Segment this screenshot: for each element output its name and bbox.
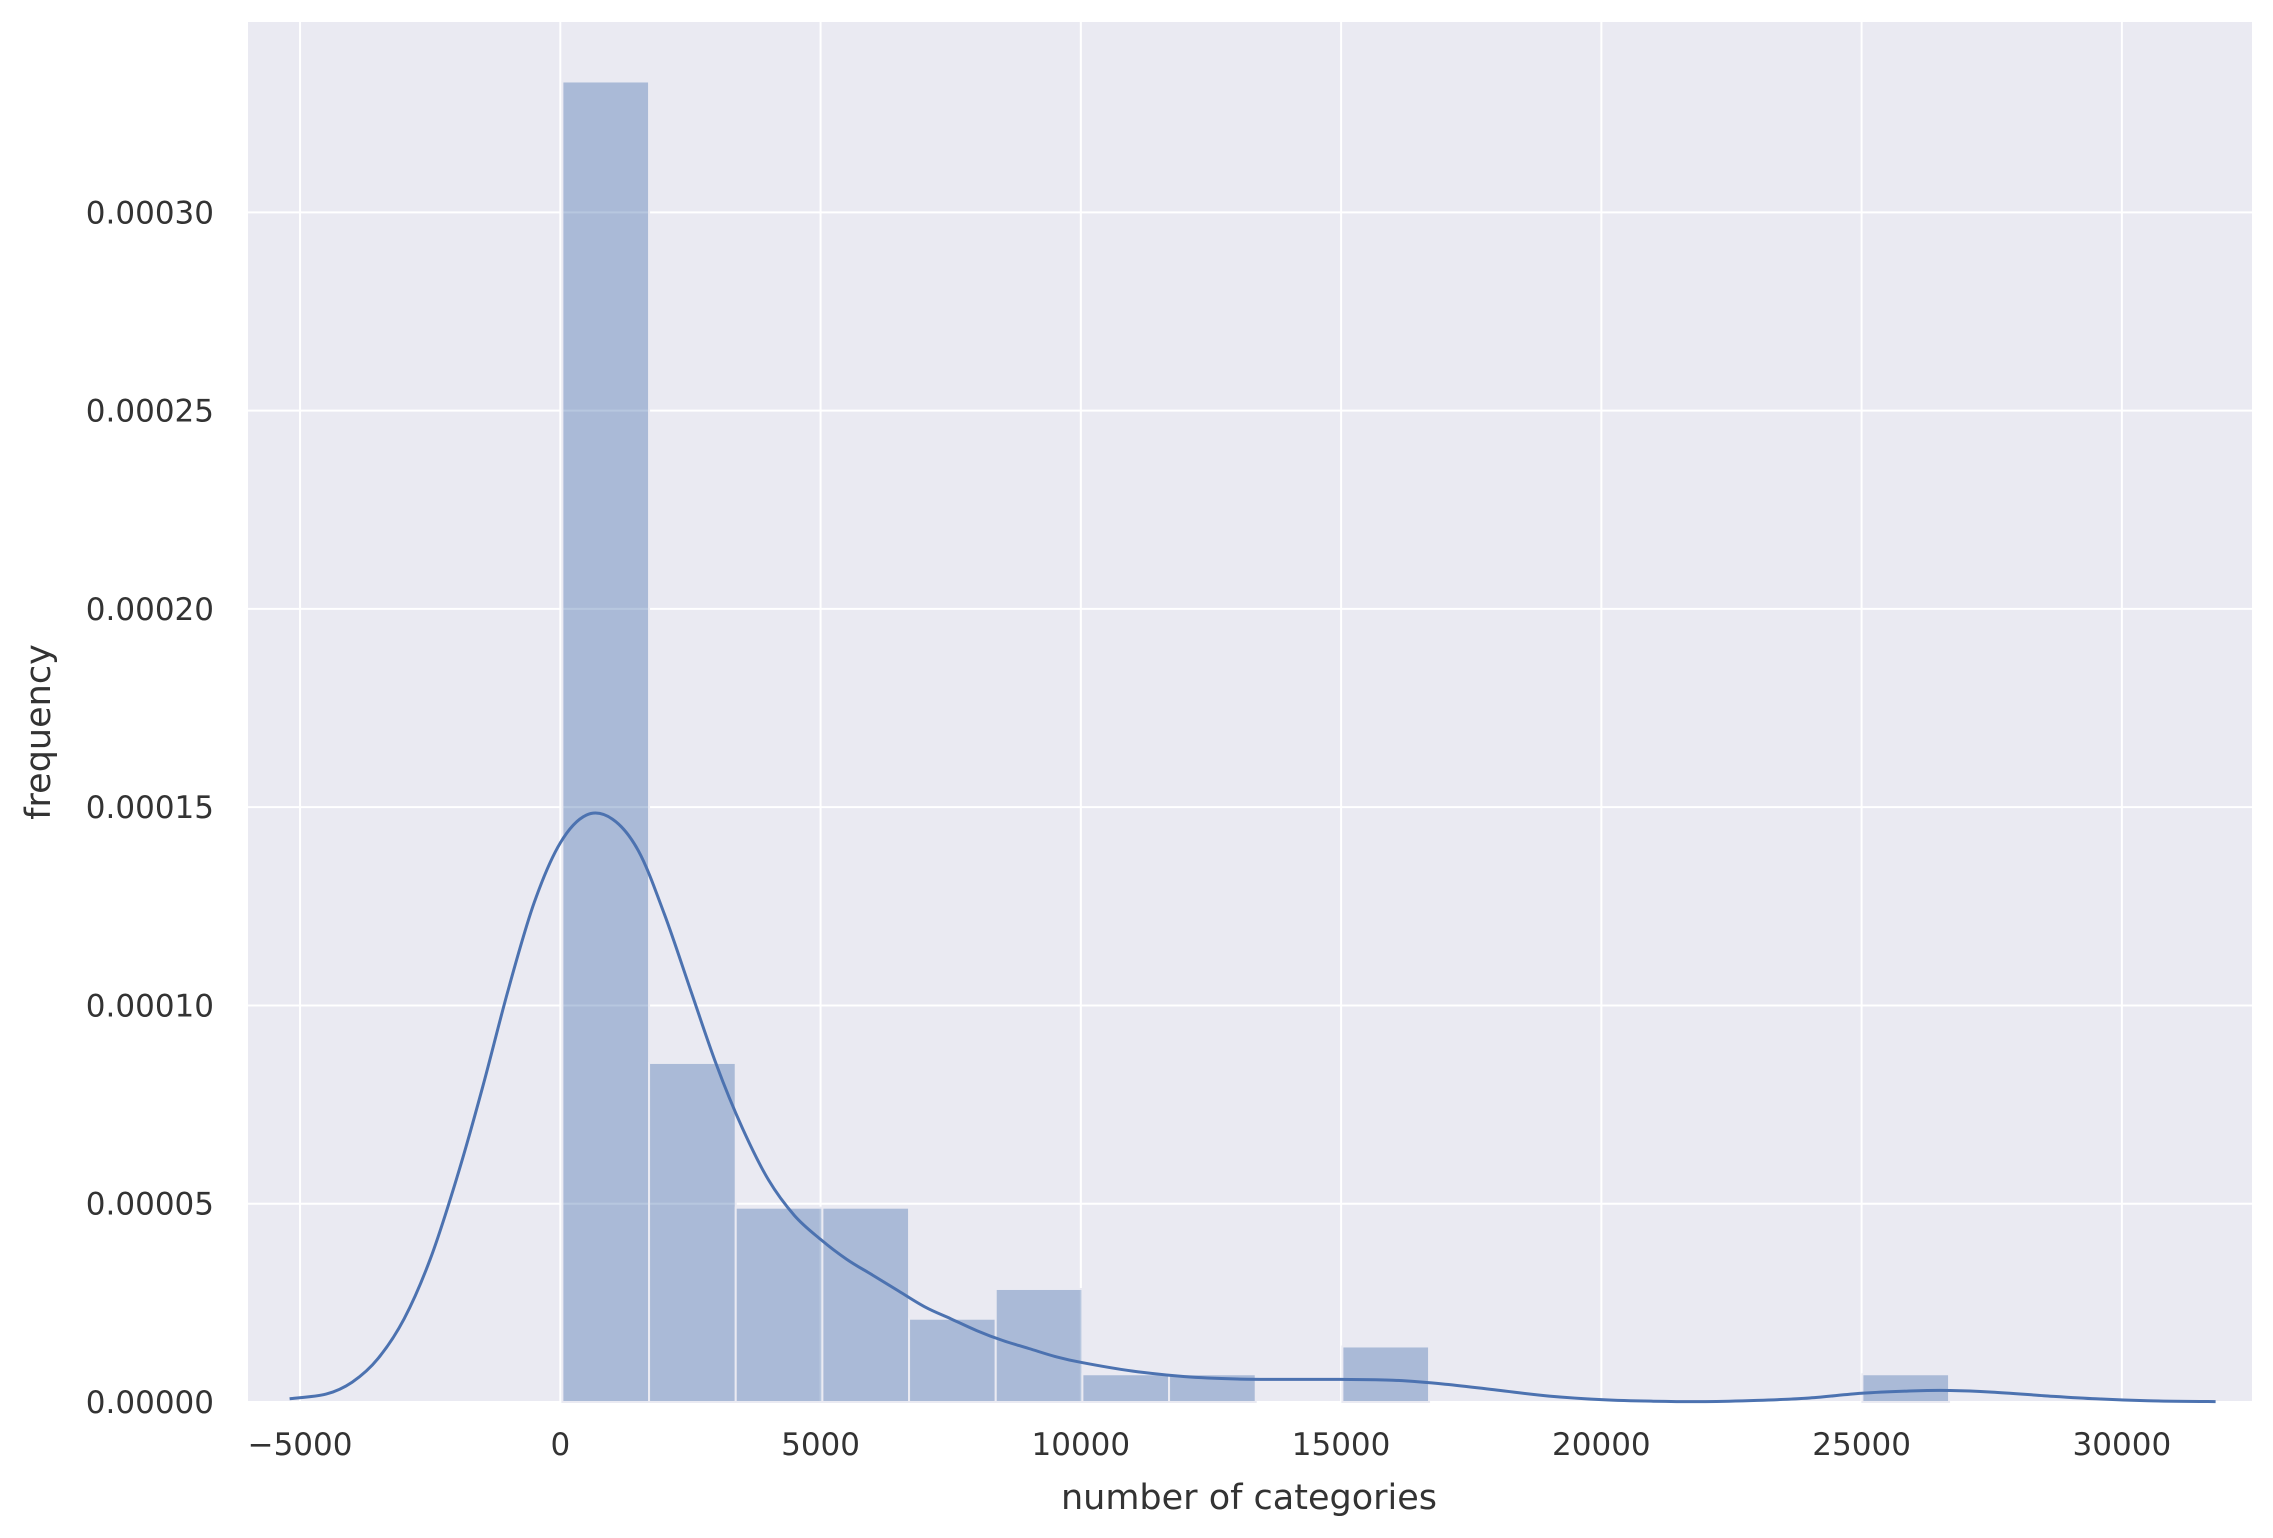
- y-axis-label: frequency: [19, 644, 59, 820]
- kde-curve: [289, 811, 2216, 1404]
- x-tick-labels: −5000 0 5000 10000 15000 20000 25000 30000: [248, 1427, 2172, 1463]
- y-tick-labels: 0.00000 0.00005 0.00010 0.00015 0.00020 0.000…: [86, 195, 214, 1421]
- x-tick-label-3: 10000: [1032, 1427, 1131, 1463]
- grid-lines: [248, 22, 2252, 1403]
- x-tick-label-4: 15000: [1292, 1427, 1391, 1463]
- x-tick-label-7: 30000: [2073, 1427, 2172, 1463]
- x-tick-label-6: 25000: [1812, 1427, 1911, 1463]
- y-tick-label-1: 0.00005: [86, 1187, 214, 1223]
- plot-background: [248, 22, 2252, 1402]
- histogram-bar-3: [821, 1206, 911, 1404]
- x-tick-label-1: 0: [550, 1427, 570, 1463]
- y-tick-label-4: 0.00020: [86, 592, 214, 628]
- histogram-bar-6: [1081, 1373, 1171, 1403]
- histogram-bar-1: [648, 1061, 737, 1403]
- histogram-bar-15: [1861, 1373, 1951, 1403]
- histogram-bar-0: [561, 80, 651, 1403]
- x-tick-label-5: 20000: [1552, 1427, 1651, 1463]
- histogram-bar-9: [1341, 1345, 1431, 1404]
- y-tick-label-0: 0.00000: [86, 1385, 214, 1421]
- histogram-bar-4: [908, 1317, 997, 1403]
- y-tick-label-6: 0.00030: [86, 195, 214, 231]
- histogram-bars: [561, 80, 1951, 1404]
- x-tick-label-0: −5000: [248, 1427, 353, 1463]
- y-tick-label-5: 0.00025: [86, 394, 214, 430]
- y-tick-label-3: 0.00015: [86, 790, 214, 826]
- x-axis-label: number of categories: [1061, 1478, 1437, 1518]
- x-tick-label-2: 5000: [781, 1427, 860, 1463]
- y-tick-label-2: 0.00010: [86, 988, 214, 1024]
- histogram-bar-2: [734, 1206, 824, 1404]
- histogram-bar-5: [994, 1287, 1084, 1404]
